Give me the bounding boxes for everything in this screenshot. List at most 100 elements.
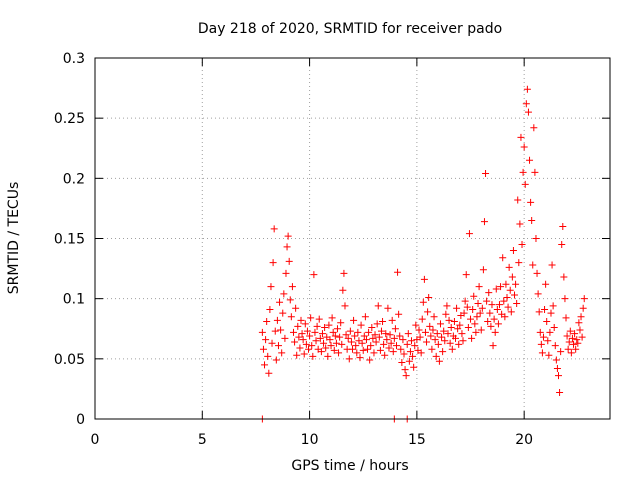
data-point	[356, 354, 364, 362]
data-point	[518, 241, 526, 249]
data-point	[435, 357, 443, 365]
y-axis-label: SRMTID / TECUs	[6, 182, 22, 295]
data-point	[552, 356, 560, 364]
data-point	[297, 316, 305, 324]
data-point	[579, 304, 587, 312]
data-point	[563, 332, 571, 340]
data-point	[441, 337, 449, 345]
data-point	[398, 358, 406, 366]
data-point	[362, 336, 370, 344]
y-tick-label: 0.3	[63, 51, 85, 67]
data-point	[423, 338, 431, 346]
data-point	[317, 348, 325, 356]
data-point	[386, 331, 394, 339]
data-point	[531, 168, 539, 176]
data-point	[468, 334, 476, 342]
data-point	[464, 324, 472, 332]
data-point	[341, 302, 349, 310]
data-point	[370, 349, 378, 357]
data-point	[333, 325, 341, 333]
data-point	[261, 361, 269, 369]
data-point	[359, 346, 367, 354]
data-point	[470, 292, 478, 300]
data-point	[439, 348, 447, 356]
data-point	[421, 328, 429, 336]
data-point	[576, 326, 584, 334]
data-point	[493, 305, 501, 313]
data-point	[477, 326, 485, 334]
data-point	[544, 337, 552, 345]
data-point	[385, 344, 393, 352]
data-point	[410, 363, 418, 371]
data-point	[259, 345, 267, 353]
data-point	[318, 330, 326, 338]
data-point	[513, 299, 521, 307]
data-point	[313, 322, 321, 330]
data-point	[349, 345, 356, 353]
data-point	[424, 308, 432, 316]
data-point	[269, 259, 277, 267]
data-point	[311, 328, 319, 336]
x-tick-label: 10	[301, 432, 319, 448]
data-point	[287, 313, 295, 321]
data-point	[519, 168, 527, 176]
data-point	[494, 320, 502, 328]
data-point	[436, 320, 444, 328]
data-point	[372, 338, 380, 346]
data-point	[462, 271, 470, 279]
data-point	[551, 342, 559, 350]
data-point	[282, 269, 290, 277]
data-point	[388, 316, 396, 324]
data-point	[403, 340, 411, 348]
data-point	[558, 241, 566, 249]
data-point	[361, 313, 369, 321]
data-point	[532, 235, 540, 242]
data-point	[514, 196, 522, 204]
data-point	[262, 336, 270, 344]
data-point	[442, 310, 450, 318]
data-point	[448, 345, 456, 353]
data-point	[360, 332, 368, 340]
data-point	[303, 327, 311, 335]
data-point	[270, 225, 278, 233]
data-point	[546, 328, 554, 336]
data-point	[279, 309, 287, 317]
data-point	[555, 372, 562, 380]
data-point	[440, 327, 448, 335]
data-point	[301, 320, 309, 328]
data-point	[567, 349, 575, 357]
data-point	[545, 351, 553, 359]
data-point	[258, 328, 266, 336]
data-point	[352, 342, 360, 350]
data-point	[542, 280, 550, 288]
y-tick-label: 0.15	[54, 232, 85, 248]
data-point	[565, 338, 573, 346]
data-point	[490, 315, 498, 323]
data-point	[446, 339, 454, 347]
data-point	[499, 254, 507, 262]
x-tick-label: 0	[91, 432, 100, 448]
data-point	[505, 263, 513, 271]
data-point	[454, 325, 462, 333]
axis-ticks: 0 5 10 15 20 0 0.05 0.1 0.15 0.2 0.25 0.3	[54, 51, 610, 448]
data-point	[358, 339, 366, 347]
data-point	[337, 319, 345, 327]
data-point	[443, 302, 451, 310]
plot-frame	[94, 57, 611, 420]
data-point	[264, 352, 272, 360]
data-point	[294, 322, 302, 330]
data-point	[562, 314, 570, 322]
data-point	[381, 351, 389, 359]
data-point	[322, 344, 330, 352]
data-point	[309, 352, 317, 360]
data-point	[539, 333, 547, 341]
data-point	[482, 170, 490, 178]
data-point	[432, 352, 440, 360]
data-point	[273, 316, 281, 324]
chart-title: Day 218 of 2020, SRMTID for receiver pad…	[198, 21, 502, 37]
data-point	[384, 304, 392, 312]
data-point	[450, 318, 458, 326]
data-point	[578, 333, 586, 341]
data-point	[452, 334, 459, 342]
